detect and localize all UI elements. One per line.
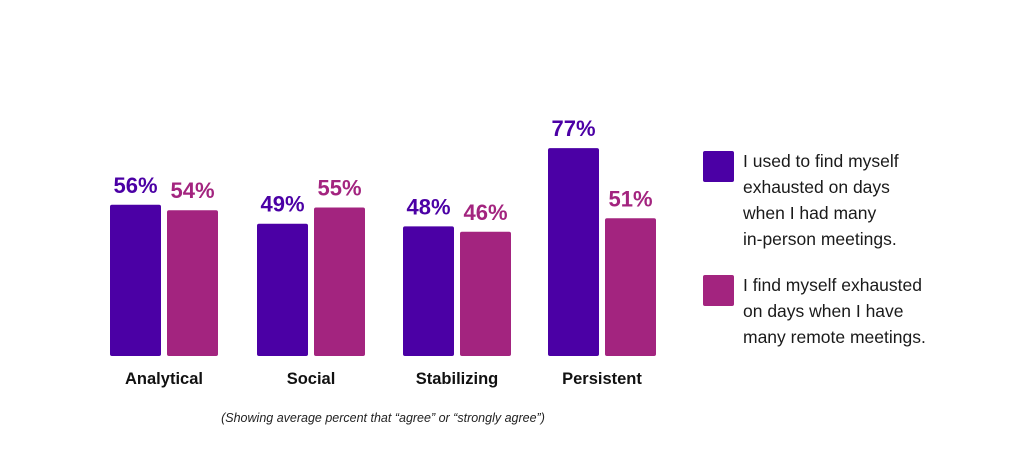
data-label-analytical-remote: 54% — [170, 178, 214, 203]
bar-analytical-remote — [167, 210, 218, 356]
legend-item-remote: I find myself exhausted on days when I h… — [703, 272, 1003, 350]
bar-persistent-in-person — [548, 148, 599, 356]
data-label-stabilizing-remote: 46% — [463, 200, 507, 225]
data-label-persistent-remote: 51% — [608, 186, 652, 211]
category-label-analytical: Analytical — [125, 370, 203, 388]
legend: I used to find myself exhausted on days … — [703, 148, 1003, 350]
bar-social-remote — [314, 207, 365, 356]
data-label-social-remote: 55% — [317, 176, 361, 201]
chart-caption: (Showing average percent that “agree” or… — [221, 411, 545, 425]
bar-social-in-person — [257, 223, 308, 356]
bar-stabilizing-in-person — [403, 226, 454, 356]
data-label-analytical-in-person: 56% — [113, 173, 157, 198]
legend-item-in-person: I used to find myself exhausted on days … — [703, 148, 1003, 252]
bar-analytical-in-person — [110, 204, 161, 356]
data-label-stabilizing-in-person: 48% — [406, 194, 450, 219]
category-label-social: Social — [287, 370, 336, 388]
legend-swatch-in-person — [703, 151, 734, 182]
category-label-persistent: Persistent — [562, 370, 642, 388]
data-label-persistent-in-person: 77% — [551, 116, 595, 141]
bar-persistent-remote — [605, 218, 656, 356]
legend-swatch-remote — [703, 275, 734, 306]
legend-label-in-person: I used to find myself exhausted on days … — [743, 151, 899, 249]
data-label-social-in-person: 49% — [260, 192, 304, 217]
bar-stabilizing-remote — [460, 231, 511, 356]
legend-label-remote: I find myself exhausted on days when I h… — [743, 275, 926, 347]
category-label-stabilizing: Stabilizing — [416, 370, 499, 388]
